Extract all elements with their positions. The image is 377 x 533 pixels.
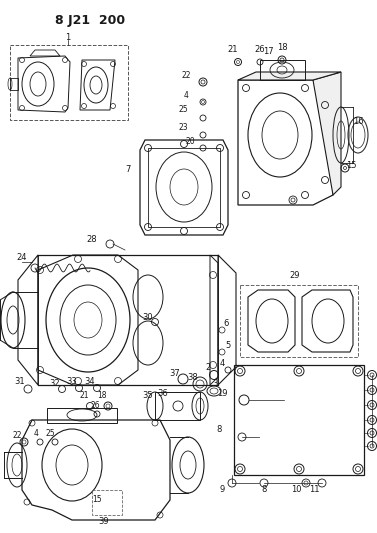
Bar bbox=[10, 45, 128, 120]
Bar bbox=[155, 392, 200, 420]
Text: 21: 21 bbox=[79, 392, 89, 400]
Text: 15: 15 bbox=[92, 496, 102, 505]
Bar bbox=[47, 408, 117, 423]
Text: 34: 34 bbox=[85, 377, 95, 386]
Text: 24: 24 bbox=[17, 254, 27, 262]
Text: 33: 33 bbox=[67, 377, 77, 386]
Text: 2: 2 bbox=[205, 364, 211, 373]
Text: 28: 28 bbox=[87, 236, 97, 245]
Text: 20: 20 bbox=[185, 138, 195, 147]
Text: 31: 31 bbox=[15, 377, 25, 386]
Text: 5: 5 bbox=[225, 341, 231, 350]
Bar bbox=[148, 148, 220, 227]
Text: 4: 4 bbox=[34, 430, 38, 439]
Text: 22: 22 bbox=[181, 70, 191, 79]
Bar bbox=[260, 60, 305, 80]
Text: 9: 9 bbox=[219, 486, 225, 495]
Text: 16: 16 bbox=[353, 117, 363, 126]
Text: 17: 17 bbox=[263, 47, 273, 56]
Bar bbox=[240, 285, 358, 357]
Text: 26: 26 bbox=[255, 45, 265, 54]
Text: 37: 37 bbox=[170, 368, 180, 377]
Text: 18: 18 bbox=[277, 44, 287, 52]
Text: 1: 1 bbox=[65, 33, 70, 42]
Text: 26: 26 bbox=[90, 401, 100, 410]
Text: 7: 7 bbox=[125, 166, 131, 174]
Text: 23: 23 bbox=[178, 124, 188, 133]
Text: 38: 38 bbox=[188, 374, 198, 383]
Polygon shape bbox=[238, 72, 341, 80]
Bar bbox=[92, 490, 122, 515]
Text: 8 J21  200: 8 J21 200 bbox=[55, 14, 125, 27]
Text: 32: 32 bbox=[50, 378, 60, 387]
Text: 21: 21 bbox=[228, 45, 238, 54]
Text: 30: 30 bbox=[143, 312, 153, 321]
Text: 36: 36 bbox=[158, 389, 169, 398]
Text: 25: 25 bbox=[45, 430, 55, 439]
Text: 22: 22 bbox=[12, 431, 22, 440]
Text: 8: 8 bbox=[261, 486, 267, 495]
Text: 18: 18 bbox=[97, 392, 107, 400]
Text: 10: 10 bbox=[291, 486, 301, 495]
Text: 35: 35 bbox=[143, 391, 153, 400]
Text: 6: 6 bbox=[223, 319, 229, 327]
Text: 4: 4 bbox=[219, 359, 225, 367]
Text: 25: 25 bbox=[178, 106, 188, 115]
Bar bbox=[10, 78, 18, 90]
Text: 11: 11 bbox=[309, 486, 319, 495]
Text: 39: 39 bbox=[99, 518, 109, 527]
Bar bbox=[234, 365, 364, 475]
Text: 3: 3 bbox=[212, 378, 218, 387]
Text: 15: 15 bbox=[346, 160, 356, 169]
Text: 29: 29 bbox=[290, 271, 300, 279]
Text: 8: 8 bbox=[216, 425, 222, 434]
Text: 19: 19 bbox=[217, 389, 227, 398]
Polygon shape bbox=[313, 72, 341, 195]
Text: 4: 4 bbox=[184, 91, 188, 100]
